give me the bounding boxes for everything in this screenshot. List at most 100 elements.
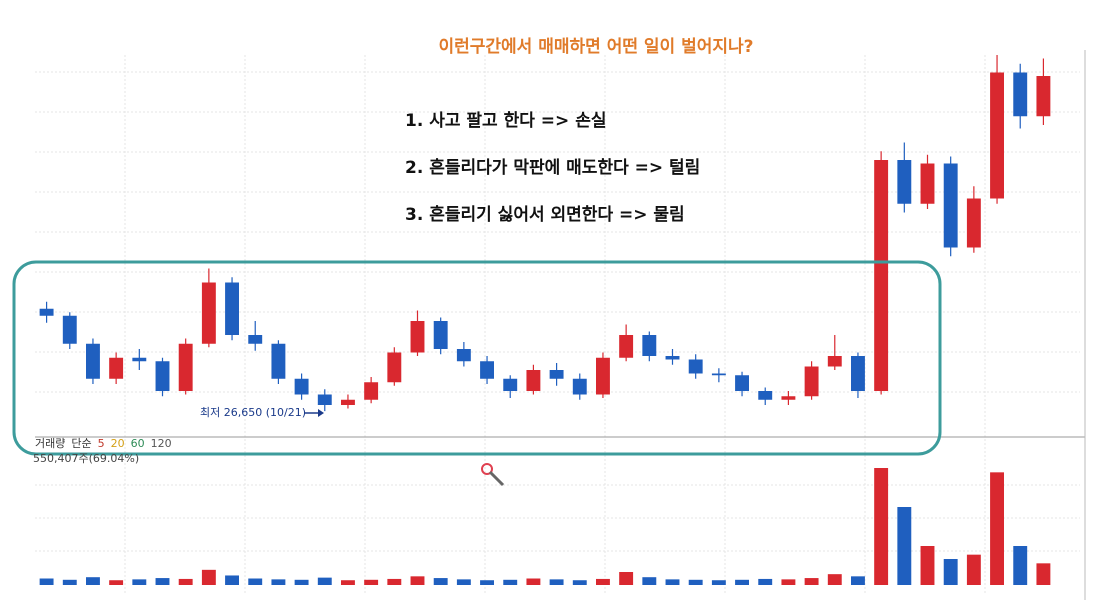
volume-bar	[480, 580, 494, 585]
candle-body	[201, 282, 216, 344]
volume-bar	[225, 575, 239, 585]
candle-body	[433, 321, 448, 349]
legend-item: 20	[111, 437, 125, 450]
legend-item: 5	[98, 437, 105, 450]
volume-bar	[642, 577, 657, 585]
volume-bar	[688, 579, 703, 585]
candle-body	[851, 356, 865, 391]
volume-bar	[201, 569, 216, 585]
candle-body	[943, 163, 958, 248]
candle-body	[271, 343, 286, 379]
candle-body	[596, 357, 610, 395]
candle-body	[248, 335, 263, 344]
grid	[35, 55, 1080, 595]
candle-body	[827, 356, 842, 367]
candle-body	[874, 160, 889, 391]
note: 1. 사고 팔고 한다 => 손실	[405, 111, 607, 131]
volume-bar	[758, 578, 773, 585]
volume-bar	[781, 579, 796, 585]
volume-bar	[456, 579, 471, 585]
volume-bar	[387, 578, 402, 585]
candle-body	[688, 359, 703, 374]
volume-bar	[271, 579, 286, 585]
candle-body	[178, 343, 193, 391]
candle-body	[781, 396, 796, 400]
legend-item: 60	[131, 437, 145, 450]
volume-bar	[735, 579, 749, 585]
volume-bar	[920, 546, 935, 585]
volume-bar	[549, 579, 564, 585]
volume-bar	[178, 578, 193, 585]
volume-bar	[410, 576, 425, 585]
candle-body	[665, 356, 680, 360]
annotation: 최저 26,650 (10/21)	[200, 406, 306, 419]
volume-bar	[155, 578, 170, 585]
candle-body	[155, 361, 170, 391]
candle-body	[341, 399, 355, 405]
volume-bar	[1013, 546, 1028, 585]
volume-bar	[943, 559, 958, 585]
candle-body	[480, 361, 494, 379]
volume-bar	[897, 507, 912, 585]
candle-body	[410, 321, 425, 353]
note: 3. 흔들리기 싫어서 외면한다 => 물림	[405, 204, 685, 225]
volume-bar	[619, 572, 634, 585]
candle-body	[1013, 72, 1028, 117]
volume-bar	[503, 579, 518, 585]
cursor	[481, 463, 505, 487]
volume-bar	[526, 578, 541, 585]
candle-body	[920, 163, 935, 204]
volume-bar	[39, 578, 54, 585]
candle-body	[364, 382, 379, 400]
volume-bar	[248, 578, 263, 585]
volume-bar	[62, 579, 77, 585]
volume-label: 550,407주(69.04%)	[33, 452, 139, 465]
annotation-arrow-head	[318, 409, 324, 417]
candle-body	[86, 343, 100, 379]
volume-bar	[132, 579, 147, 585]
volume-bar	[109, 580, 124, 585]
volume-bar	[572, 580, 587, 585]
candle-body	[526, 370, 541, 391]
candle-body	[735, 375, 749, 391]
volume-bar	[294, 579, 309, 585]
legend-item: 단순	[71, 437, 91, 450]
candle-body	[549, 370, 564, 379]
note: 2. 흔들리다가 막판에 매도한다 => 털림	[405, 157, 700, 178]
candle-body	[758, 391, 773, 400]
candle-body	[711, 373, 726, 376]
candle-body	[225, 282, 239, 335]
candle-body	[294, 378, 309, 395]
candle-body	[897, 160, 912, 204]
volume-bar	[341, 580, 355, 585]
candle-body	[317, 394, 332, 405]
legend-item: 120	[151, 437, 172, 450]
candle-body	[39, 308, 54, 316]
candle-body	[62, 315, 77, 344]
volume-bar	[966, 554, 981, 585]
candle-body	[456, 349, 471, 362]
volume-bar	[827, 574, 842, 585]
candle-body	[387, 352, 402, 383]
candle-body	[109, 357, 124, 379]
highlight-box	[12, 260, 942, 456]
volume-bar	[804, 578, 819, 585]
candle-body	[966, 198, 981, 248]
volume-bar	[665, 579, 680, 585]
candle-body	[503, 378, 518, 391]
volume-bar	[433, 578, 448, 585]
title: 이런구간에서 매매하면 어떤 일이 벌어지나?	[438, 37, 753, 57]
candle-body	[804, 366, 819, 397]
volume-bar	[317, 577, 332, 585]
volume-bar	[711, 580, 726, 585]
volume-bar	[990, 472, 1004, 585]
candle-body	[132, 357, 147, 362]
volume-bar	[596, 578, 610, 585]
candle-body	[1036, 76, 1051, 117]
legend-item: 거래량	[35, 437, 65, 450]
candle-body	[990, 72, 1004, 199]
volume-bar	[364, 579, 379, 585]
volume-bar	[86, 577, 100, 585]
candle-body	[642, 335, 657, 356]
